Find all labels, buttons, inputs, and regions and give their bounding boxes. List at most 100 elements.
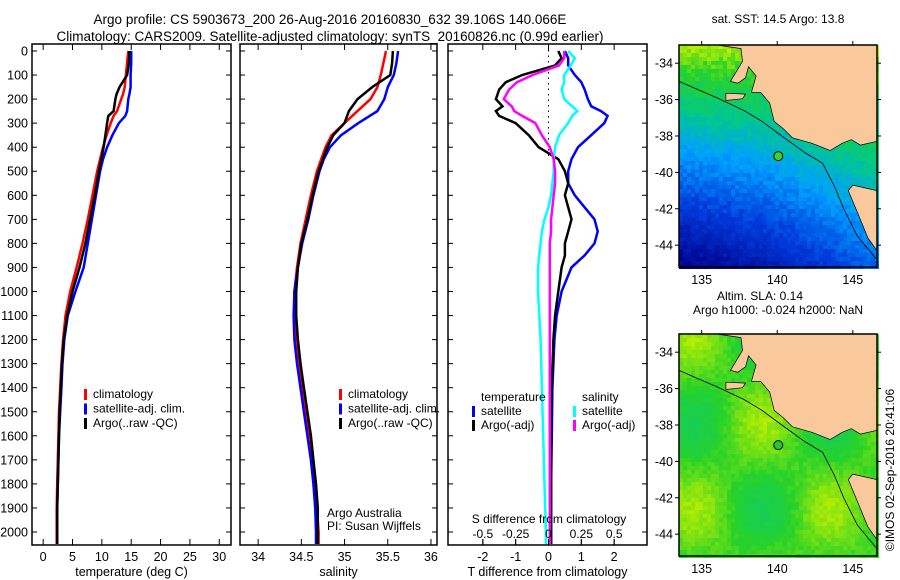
map-cell [823, 442, 827, 446]
map-cell [791, 470, 795, 474]
map-cell [687, 217, 691, 221]
map-cell [727, 109, 731, 113]
map-cell [715, 253, 719, 257]
map-cell [747, 69, 751, 73]
map-cell [759, 153, 763, 157]
map-cell [735, 462, 739, 466]
y-tick-label: 600 [7, 189, 28, 203]
map-cell [699, 358, 703, 362]
map-cell [759, 398, 763, 402]
map-cell [739, 113, 743, 117]
map-cell [747, 430, 751, 434]
map-cell [715, 378, 719, 382]
map-cell [707, 370, 711, 374]
map-cell [703, 422, 707, 426]
map-cell [735, 141, 739, 145]
map-cell [735, 217, 739, 221]
map-cell [771, 233, 775, 237]
map-cell [707, 117, 711, 121]
map-cell [703, 434, 707, 438]
map-cell [763, 181, 767, 185]
map-cell [703, 237, 707, 241]
map-cell [683, 366, 687, 370]
map-cell [843, 197, 847, 201]
x-tick-label: 30 [212, 550, 226, 564]
map-cell [691, 193, 695, 197]
map-cell [751, 390, 755, 394]
map-cell [683, 69, 687, 73]
map-cell [823, 438, 827, 442]
map-cell [835, 153, 839, 157]
map-cell [723, 426, 727, 430]
map-cell [711, 233, 715, 237]
map-cell [691, 241, 695, 245]
map-cell [835, 466, 839, 470]
map-cell [747, 450, 751, 454]
map-cell [711, 229, 715, 233]
map-cell [751, 189, 755, 193]
map-cell [719, 346, 723, 350]
map-cell [799, 237, 803, 241]
map-cell [687, 374, 691, 378]
map-cell [791, 197, 795, 201]
map-cell [707, 390, 711, 394]
map-cell [855, 466, 859, 470]
map-cell [735, 157, 739, 161]
map-cell [763, 233, 767, 237]
map-cell [847, 442, 851, 446]
map-cell [711, 358, 715, 362]
map-cell [731, 89, 735, 93]
map-cell [871, 141, 875, 145]
map-cell [691, 430, 695, 434]
map-cell [715, 358, 719, 362]
map-cell [715, 446, 719, 450]
map-cell [715, 97, 719, 101]
map-cell [843, 237, 847, 241]
map-cell [775, 418, 779, 422]
map-cell [847, 438, 851, 442]
map-cell [723, 73, 727, 77]
map-cell [703, 109, 707, 113]
map-cell [775, 229, 779, 233]
map-cell [843, 157, 847, 161]
map-cell [683, 450, 687, 454]
map-cell [683, 418, 687, 422]
map-cell [767, 237, 771, 241]
map-cell [735, 85, 739, 89]
map-cell [715, 410, 719, 414]
map-cell [779, 249, 783, 253]
map-cell [803, 454, 807, 458]
map-cell [695, 418, 699, 422]
map-cell [703, 402, 707, 406]
map-cell [779, 229, 783, 233]
map-cell [823, 157, 827, 161]
map-cell [847, 261, 851, 265]
map-cell [779, 257, 783, 261]
map-cell [719, 105, 723, 109]
map-cell [723, 442, 727, 446]
map-cell [755, 157, 759, 161]
map-cell [711, 418, 715, 422]
map-cell [691, 189, 695, 193]
map-cell [815, 233, 819, 237]
map-cell [719, 398, 723, 402]
map-cell [743, 394, 747, 398]
map-cell [719, 153, 723, 157]
map-cell [755, 386, 759, 390]
map-cell [867, 177, 871, 181]
map-cell [787, 454, 791, 458]
lon-tick-label: 135 [691, 273, 712, 287]
map-cell [679, 69, 683, 73]
map-cell [719, 466, 723, 470]
map-cell [731, 81, 735, 85]
map-cell [851, 261, 855, 265]
map-cell [703, 133, 707, 137]
map-cell [747, 245, 751, 249]
map-cell [699, 101, 703, 105]
map-cell [747, 169, 751, 173]
map-cell [759, 394, 763, 398]
map-cell [723, 406, 727, 410]
map-cell [727, 478, 731, 482]
map-cell [723, 169, 727, 173]
map-cell [699, 450, 703, 454]
